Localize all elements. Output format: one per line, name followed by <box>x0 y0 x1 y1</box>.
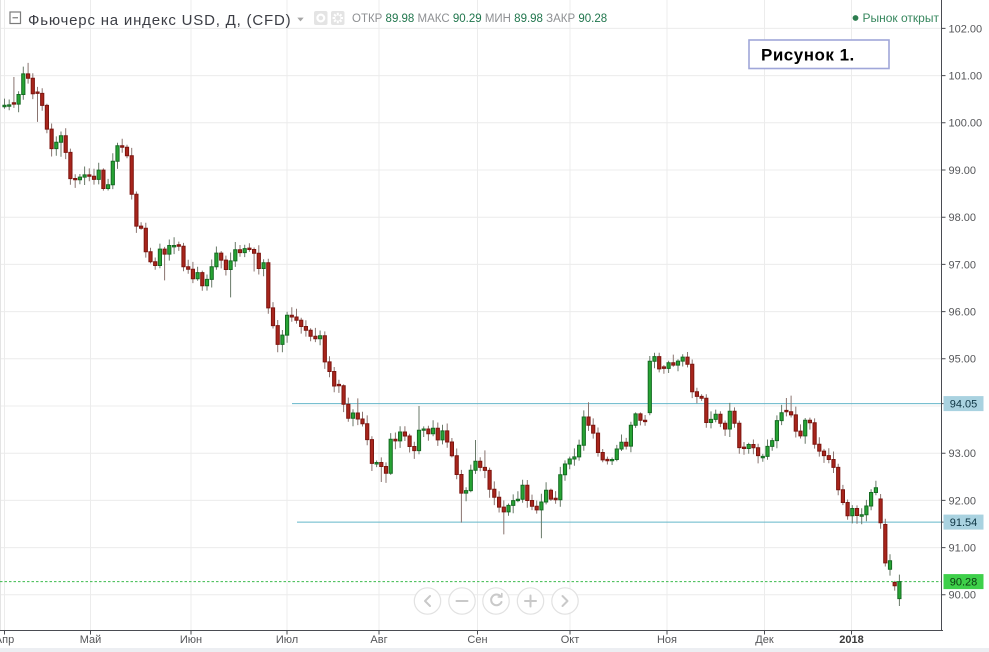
svg-text:ОТКР 89.98 МАКС 90.29 МИН 89.9: ОТКР 89.98 МАКС 90.29 МИН 89.98 ЗАКР 90.… <box>352 13 607 25</box>
svg-text:Май: Май <box>80 634 102 646</box>
svg-text:Окт: Окт <box>561 634 580 646</box>
svg-text:94.05: 94.05 <box>950 399 978 411</box>
svg-text:98.00: 98.00 <box>949 212 977 224</box>
svg-text:97.00: 97.00 <box>949 259 977 271</box>
svg-text:95.00: 95.00 <box>949 354 977 366</box>
svg-text:99.00: 99.00 <box>949 165 977 177</box>
svg-text:90.28: 90.28 <box>950 577 978 589</box>
svg-text:Рисунок 1.: Рисунок 1. <box>761 46 855 65</box>
svg-text:101.00: 101.00 <box>949 71 983 83</box>
svg-text:96.00: 96.00 <box>949 307 977 319</box>
svg-text:Сен: Сен <box>467 634 487 646</box>
svg-text:91.54: 91.54 <box>950 517 978 529</box>
svg-text:Рынок открыт: Рынок открыт <box>863 11 940 25</box>
svg-text:90.00: 90.00 <box>949 590 977 602</box>
svg-text:Апр: Апр <box>0 634 14 646</box>
svg-text:2018: 2018 <box>839 634 863 646</box>
svg-text:93.00: 93.00 <box>949 448 977 460</box>
svg-text:92.00: 92.00 <box>949 495 977 507</box>
svg-text:Июл: Июл <box>276 634 298 646</box>
svg-text:Дек: Дек <box>755 634 774 646</box>
svg-text:Ноя: Ноя <box>657 634 677 646</box>
svg-text:100.00: 100.00 <box>949 118 983 130</box>
svg-text:91.00: 91.00 <box>949 543 977 555</box>
svg-text:Авг: Авг <box>370 634 387 646</box>
svg-text:Июн: Июн <box>180 634 202 646</box>
svg-text:102.00: 102.00 <box>949 23 983 35</box>
svg-text:Фьючерс на индекс USD, Д, (CFD: Фьючерс на индекс USD, Д, (CFD) <box>28 12 291 29</box>
